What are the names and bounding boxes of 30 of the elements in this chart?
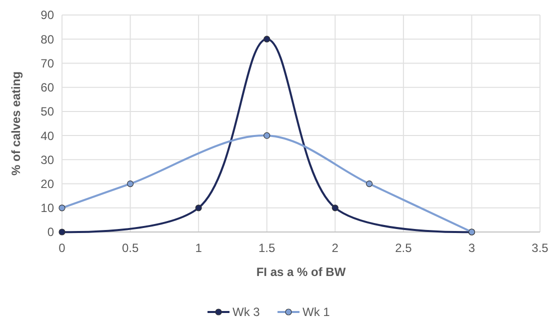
x-tick-label: 1.5 — [258, 241, 276, 255]
y-tick-label: 90 — [40, 8, 54, 22]
point — [195, 204, 202, 212]
y-tick-label: 80 — [40, 32, 54, 46]
point — [58, 204, 66, 212]
x-tick-label: 2.5 — [395, 241, 412, 255]
y-tick-label: 60 — [40, 80, 54, 95]
point — [264, 36, 270, 42]
y-axis-title: % of calves eating — [9, 71, 23, 176]
y-tick-label: 10 — [40, 201, 54, 216]
x-tick-label: 0 — [58, 241, 66, 255]
x-tick-label: 3 — [468, 241, 476, 255]
y-tick-label: 50 — [40, 104, 54, 119]
y-tick-label: 20 — [40, 176, 54, 191]
x-tick-label: 2 — [332, 241, 339, 255]
legend-label: Wk 3 — [232, 305, 260, 320]
point — [264, 132, 270, 139]
point — [366, 180, 373, 188]
y-tick-label: 40 — [40, 128, 54, 143]
point — [332, 204, 338, 212]
y-tick-label: 30 — [40, 152, 54, 167]
x-tick-label: 1 — [195, 241, 202, 255]
x-axis-title: FI as a % of BW — [256, 265, 346, 279]
x-tick-label: 0.5 — [122, 241, 139, 255]
legend-label: Wk 1 — [302, 305, 330, 320]
y-tick-label: 70 — [40, 56, 54, 70]
y-tick-label: 0 — [47, 225, 54, 240]
x-tick-label: 3.5 — [532, 241, 549, 255]
point — [58, 228, 66, 236]
point — [126, 180, 134, 188]
